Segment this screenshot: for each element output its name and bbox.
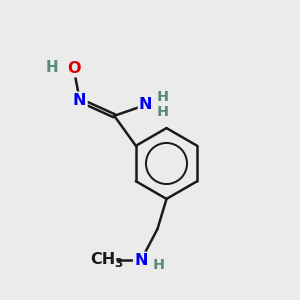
Text: H: H	[46, 60, 58, 75]
Text: CH: CH	[90, 252, 115, 267]
Text: N: N	[73, 93, 86, 108]
Text: H: H	[157, 105, 169, 119]
Text: H: H	[157, 90, 169, 104]
Text: N: N	[134, 253, 148, 268]
Text: N: N	[139, 97, 152, 112]
Text: H: H	[153, 258, 165, 272]
Text: 3: 3	[114, 257, 123, 270]
Text: O: O	[67, 61, 80, 76]
